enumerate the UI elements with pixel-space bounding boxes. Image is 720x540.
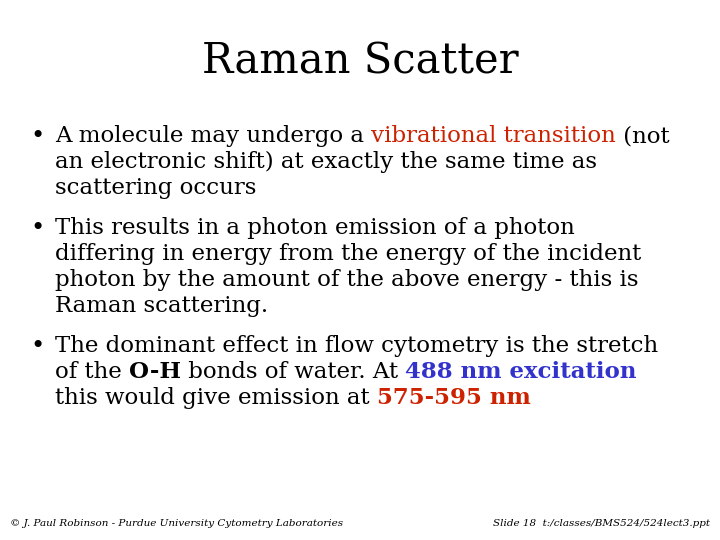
Text: O-H: O-H: [129, 361, 181, 383]
Text: an electronic shift) at exactly the same time as: an electronic shift) at exactly the same…: [55, 151, 597, 173]
Text: this would give emission at: this would give emission at: [55, 387, 377, 409]
Text: vibrational transition: vibrational transition: [372, 125, 616, 147]
Text: This results in a photon emission of a photon: This results in a photon emission of a p…: [55, 217, 575, 239]
Text: Raman Scatter: Raman Scatter: [202, 40, 518, 82]
Text: © J. Paul Robinson - Purdue University Cytometry Laboratories: © J. Paul Robinson - Purdue University C…: [10, 519, 343, 528]
Text: 575-595 nm: 575-595 nm: [377, 387, 531, 409]
Text: (not: (not: [616, 125, 670, 147]
Text: scattering occurs: scattering occurs: [55, 177, 256, 199]
Text: •: •: [30, 217, 44, 240]
Text: 488 nm excitation: 488 nm excitation: [405, 361, 637, 383]
Text: Slide 18  t:/classes/BMS524/524lect3.ppt: Slide 18 t:/classes/BMS524/524lect3.ppt: [493, 519, 710, 528]
Text: •: •: [30, 125, 44, 148]
Text: Raman scattering.: Raman scattering.: [55, 295, 268, 317]
Text: of the: of the: [55, 361, 129, 383]
Text: differing in energy from the energy of the incident: differing in energy from the energy of t…: [55, 243, 642, 265]
Text: •: •: [30, 335, 44, 358]
Text: A molecule may undergo a: A molecule may undergo a: [55, 125, 372, 147]
Text: bonds of water. At: bonds of water. At: [181, 361, 405, 383]
Text: photon by the amount of the above energy - this is: photon by the amount of the above energy…: [55, 269, 639, 291]
Text: The dominant effect in flow cytometry is the stretch: The dominant effect in flow cytometry is…: [55, 335, 658, 357]
